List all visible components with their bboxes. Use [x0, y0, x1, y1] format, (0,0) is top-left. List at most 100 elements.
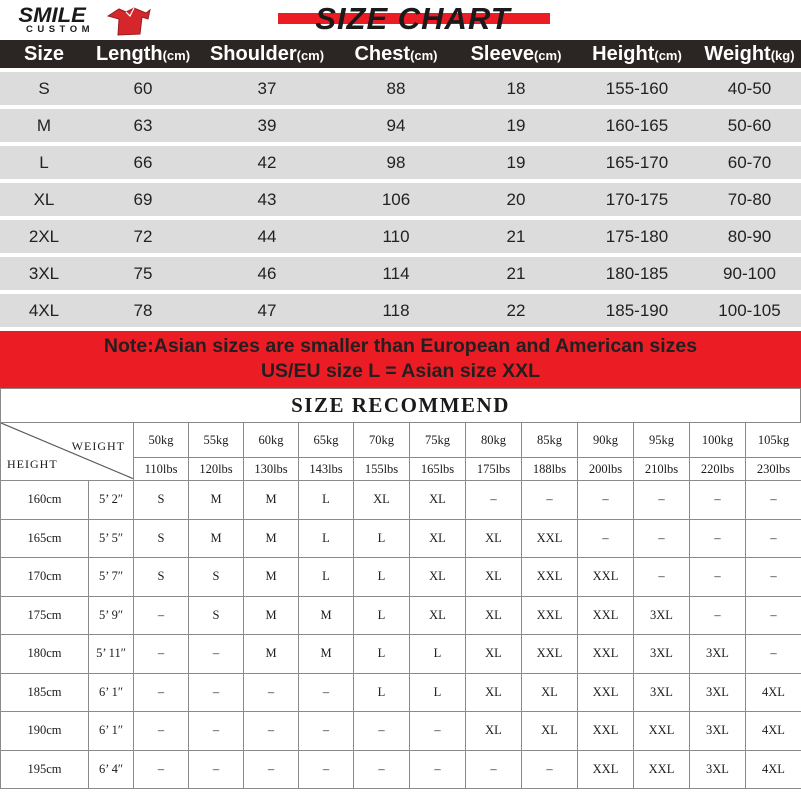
cell-shoulder: 39 — [198, 105, 336, 146]
cell-sleeve: 21 — [456, 216, 576, 257]
recommend-row: 195cm 6’ 4″ – – – – – – – – XXL XXL 3XL 4XL — [0, 749, 801, 789]
recommend-cell: – — [633, 518, 690, 558]
recommend-cell: – — [298, 711, 354, 751]
recommend-cell: – — [409, 711, 466, 751]
cell-weight: 50-60 — [698, 105, 801, 146]
recommend-cell: – — [465, 480, 522, 520]
brand-logo: SMILE CUSTOM — [6, 2, 156, 38]
cell-size: S — [0, 68, 88, 109]
recommend-row: 190cm 6’ 1″ – – – – – – XL XL XXL XXL 3XL 4XL — [0, 711, 801, 751]
row-header-height-cm: 195cm — [0, 749, 89, 789]
recommend-cell: XL — [521, 672, 578, 712]
row-header-height-cm: 185cm — [0, 672, 89, 712]
recommend-cell: XL — [465, 672, 522, 712]
recommend-cell: 3XL — [633, 595, 690, 635]
cell-height: 155-160 — [576, 68, 698, 109]
cell-size: M — [0, 105, 88, 146]
recommend-cell: XXL — [521, 518, 578, 558]
recommend-cell: – — [243, 711, 299, 751]
recommend-cell: XXL — [577, 634, 634, 674]
col-header-weight-lbs: 188lbs — [521, 457, 578, 481]
col-header-length: Length(cm) — [88, 40, 198, 70]
recommend-cell: – — [409, 749, 466, 789]
col-header-weight-kg: 75kg — [409, 422, 466, 458]
recommend-cell: XXL — [577, 672, 634, 712]
diagonal-divider-icon — [1, 423, 133, 479]
recommend-cell: 3XL — [689, 672, 746, 712]
col-header-weight-kg: 55kg — [188, 422, 244, 458]
row-header-height-cm: 190cm — [0, 711, 89, 751]
row-header-height-cm: 160cm — [0, 480, 89, 520]
recommend-row: 180cm 5’ 11″ – – M M L L XL XXL XXL 3XL 3XL – — [0, 634, 801, 674]
title-red-stripe — [278, 13, 550, 24]
recommend-cell: – — [243, 672, 299, 712]
row-header-height-ft: 5’ 11″ — [88, 634, 134, 674]
size-table: Size Length(cm) Shoulder(cm) Chest(cm) S… — [0, 40, 801, 331]
cell-height: 165-170 — [576, 142, 698, 183]
recommend-cell: XXL — [577, 749, 634, 789]
recommend-cell: XXL — [633, 749, 690, 789]
cell-size: L — [0, 142, 88, 183]
cell-chest: 118 — [336, 290, 456, 331]
cell-length: 69 — [88, 179, 198, 220]
note-line-1: Note:Asian sizes are smaller than Europe… — [103, 335, 698, 357]
recommend-cell: – — [133, 749, 189, 789]
recommend-cell: XL — [465, 711, 522, 751]
recommend-cell: M — [298, 634, 354, 674]
cell-weight: 60-70 — [698, 142, 801, 183]
tshirt-icon — [106, 7, 152, 42]
recommend-cell: – — [243, 749, 299, 789]
recommend-cell: – — [188, 711, 244, 751]
recommend-cell: – — [353, 711, 410, 751]
cell-shoulder: 42 — [198, 142, 336, 183]
recommend-cell: L — [409, 672, 466, 712]
recommend-cell: – — [745, 480, 801, 520]
recommend-cell: 3XL — [633, 672, 690, 712]
recommend-cell: XL — [409, 595, 466, 635]
recommend-cell: L — [298, 518, 354, 558]
recommend-cell: M — [243, 634, 299, 674]
recommend-cell: M — [243, 480, 299, 520]
recommend-cell: M — [188, 480, 244, 520]
recommend-cell: XL — [465, 557, 522, 597]
recommend-cell: 3XL — [689, 634, 746, 674]
cell-shoulder: 44 — [198, 216, 336, 257]
cell-height: 160-165 — [576, 105, 698, 146]
recommend-cell: – — [745, 634, 801, 674]
cell-chest: 94 — [336, 105, 456, 146]
recommend-cell: XXL — [521, 634, 578, 674]
recommend-cell: – — [353, 749, 410, 789]
recommend-row: 170cm 5’ 7″ S S M L L XL XL XXL XXL – – – — [0, 557, 801, 597]
col-header-weight-kg: 90kg — [577, 422, 634, 458]
recommend-cell: – — [633, 557, 690, 597]
recommend-cell: XL — [521, 711, 578, 751]
col-header-weight-lbs: 120lbs — [188, 457, 244, 481]
recommend-cell: – — [133, 711, 189, 751]
row-header-height-ft: 5’ 2″ — [88, 480, 134, 520]
cell-height: 185-190 — [576, 290, 698, 331]
col-header-weight: Weight(kg) — [698, 40, 801, 70]
row-header-height-ft: 5’ 5″ — [88, 518, 134, 558]
recommend-cell: XL — [409, 480, 466, 520]
cell-size: XL — [0, 179, 88, 220]
recommend-cell: XXL — [577, 711, 634, 751]
cell-length: 72 — [88, 216, 198, 257]
recommend-cell: M — [243, 557, 299, 597]
recommend-cell: XL — [465, 518, 522, 558]
table-row: XL 69 43 106 20 170-175 70-80 — [0, 179, 801, 220]
axis-label-weight: WEIGHT — [71, 439, 125, 453]
cell-shoulder: 47 — [198, 290, 336, 331]
recommend-cell: – — [521, 480, 578, 520]
row-header-height-ft: 5’ 9″ — [88, 595, 134, 635]
col-header-weight-kg: 100kg — [689, 422, 746, 458]
recommend-cell: – — [188, 672, 244, 712]
recommend-cell: S — [133, 557, 189, 597]
cell-size: 3XL — [0, 253, 88, 294]
col-header-weight-lbs: 143lbs — [298, 457, 354, 481]
recommend-cell: L — [353, 557, 410, 597]
recommend-cell: – — [133, 634, 189, 674]
table-row: S 60 37 88 18 155-160 40-50 — [0, 68, 801, 109]
col-header-sleeve: Sleeve(cm) — [456, 40, 576, 70]
table-row: M 63 39 94 19 160-165 50-60 — [0, 105, 801, 146]
recommend-cell: – — [689, 480, 746, 520]
